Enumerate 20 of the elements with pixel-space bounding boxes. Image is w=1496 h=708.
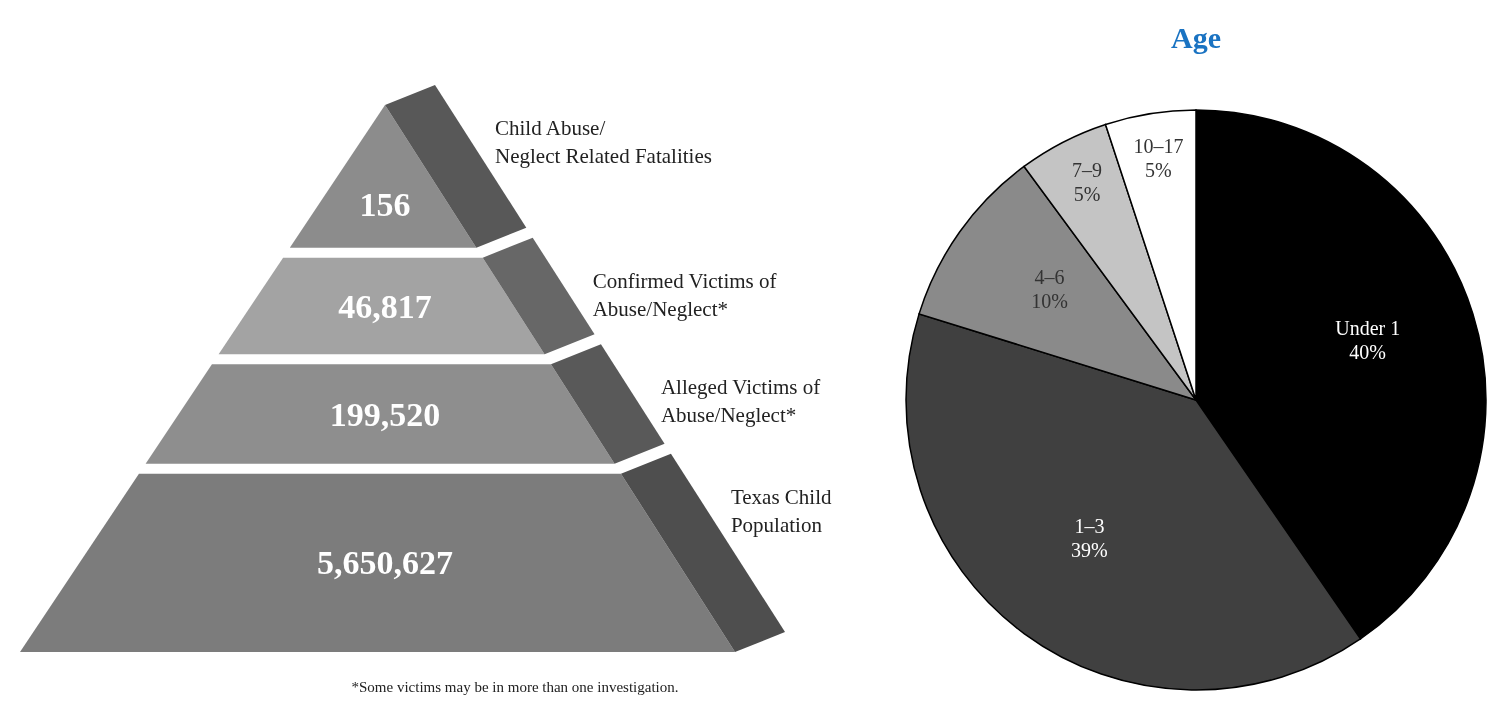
text: *Some victims may be in more than one investigation. [351,679,679,695]
category-label: Texas Child Population [730,484,833,537]
data-label: 40% [1349,340,1387,363]
text: 5,650,627 [317,544,453,582]
category-label: Confirmed Victims of Abuse/Neglect* [592,268,777,321]
text: 46,817 [338,287,432,325]
text: 199,520 [329,395,441,433]
chart-title: Age [1171,21,1221,54]
slice-label: 1–3 [1074,514,1105,537]
data-label: 5% [1145,159,1172,182]
category-label: Alleged Victims of Abuse/Neglect* [660,375,821,428]
text: 156 [359,186,411,224]
category-label: Child Abuse/ Neglect Related Fatalities [494,116,712,168]
data-label: 5% [1073,182,1101,205]
slice-label: Under 1 [1335,316,1401,339]
slice-label: 7–9 [1072,158,1103,181]
slice-label: 10–17 [1133,135,1184,158]
data-label: 39% [1071,538,1108,561]
data-label: 10% [1031,289,1068,312]
slice-label: 4–6 [1034,265,1065,288]
